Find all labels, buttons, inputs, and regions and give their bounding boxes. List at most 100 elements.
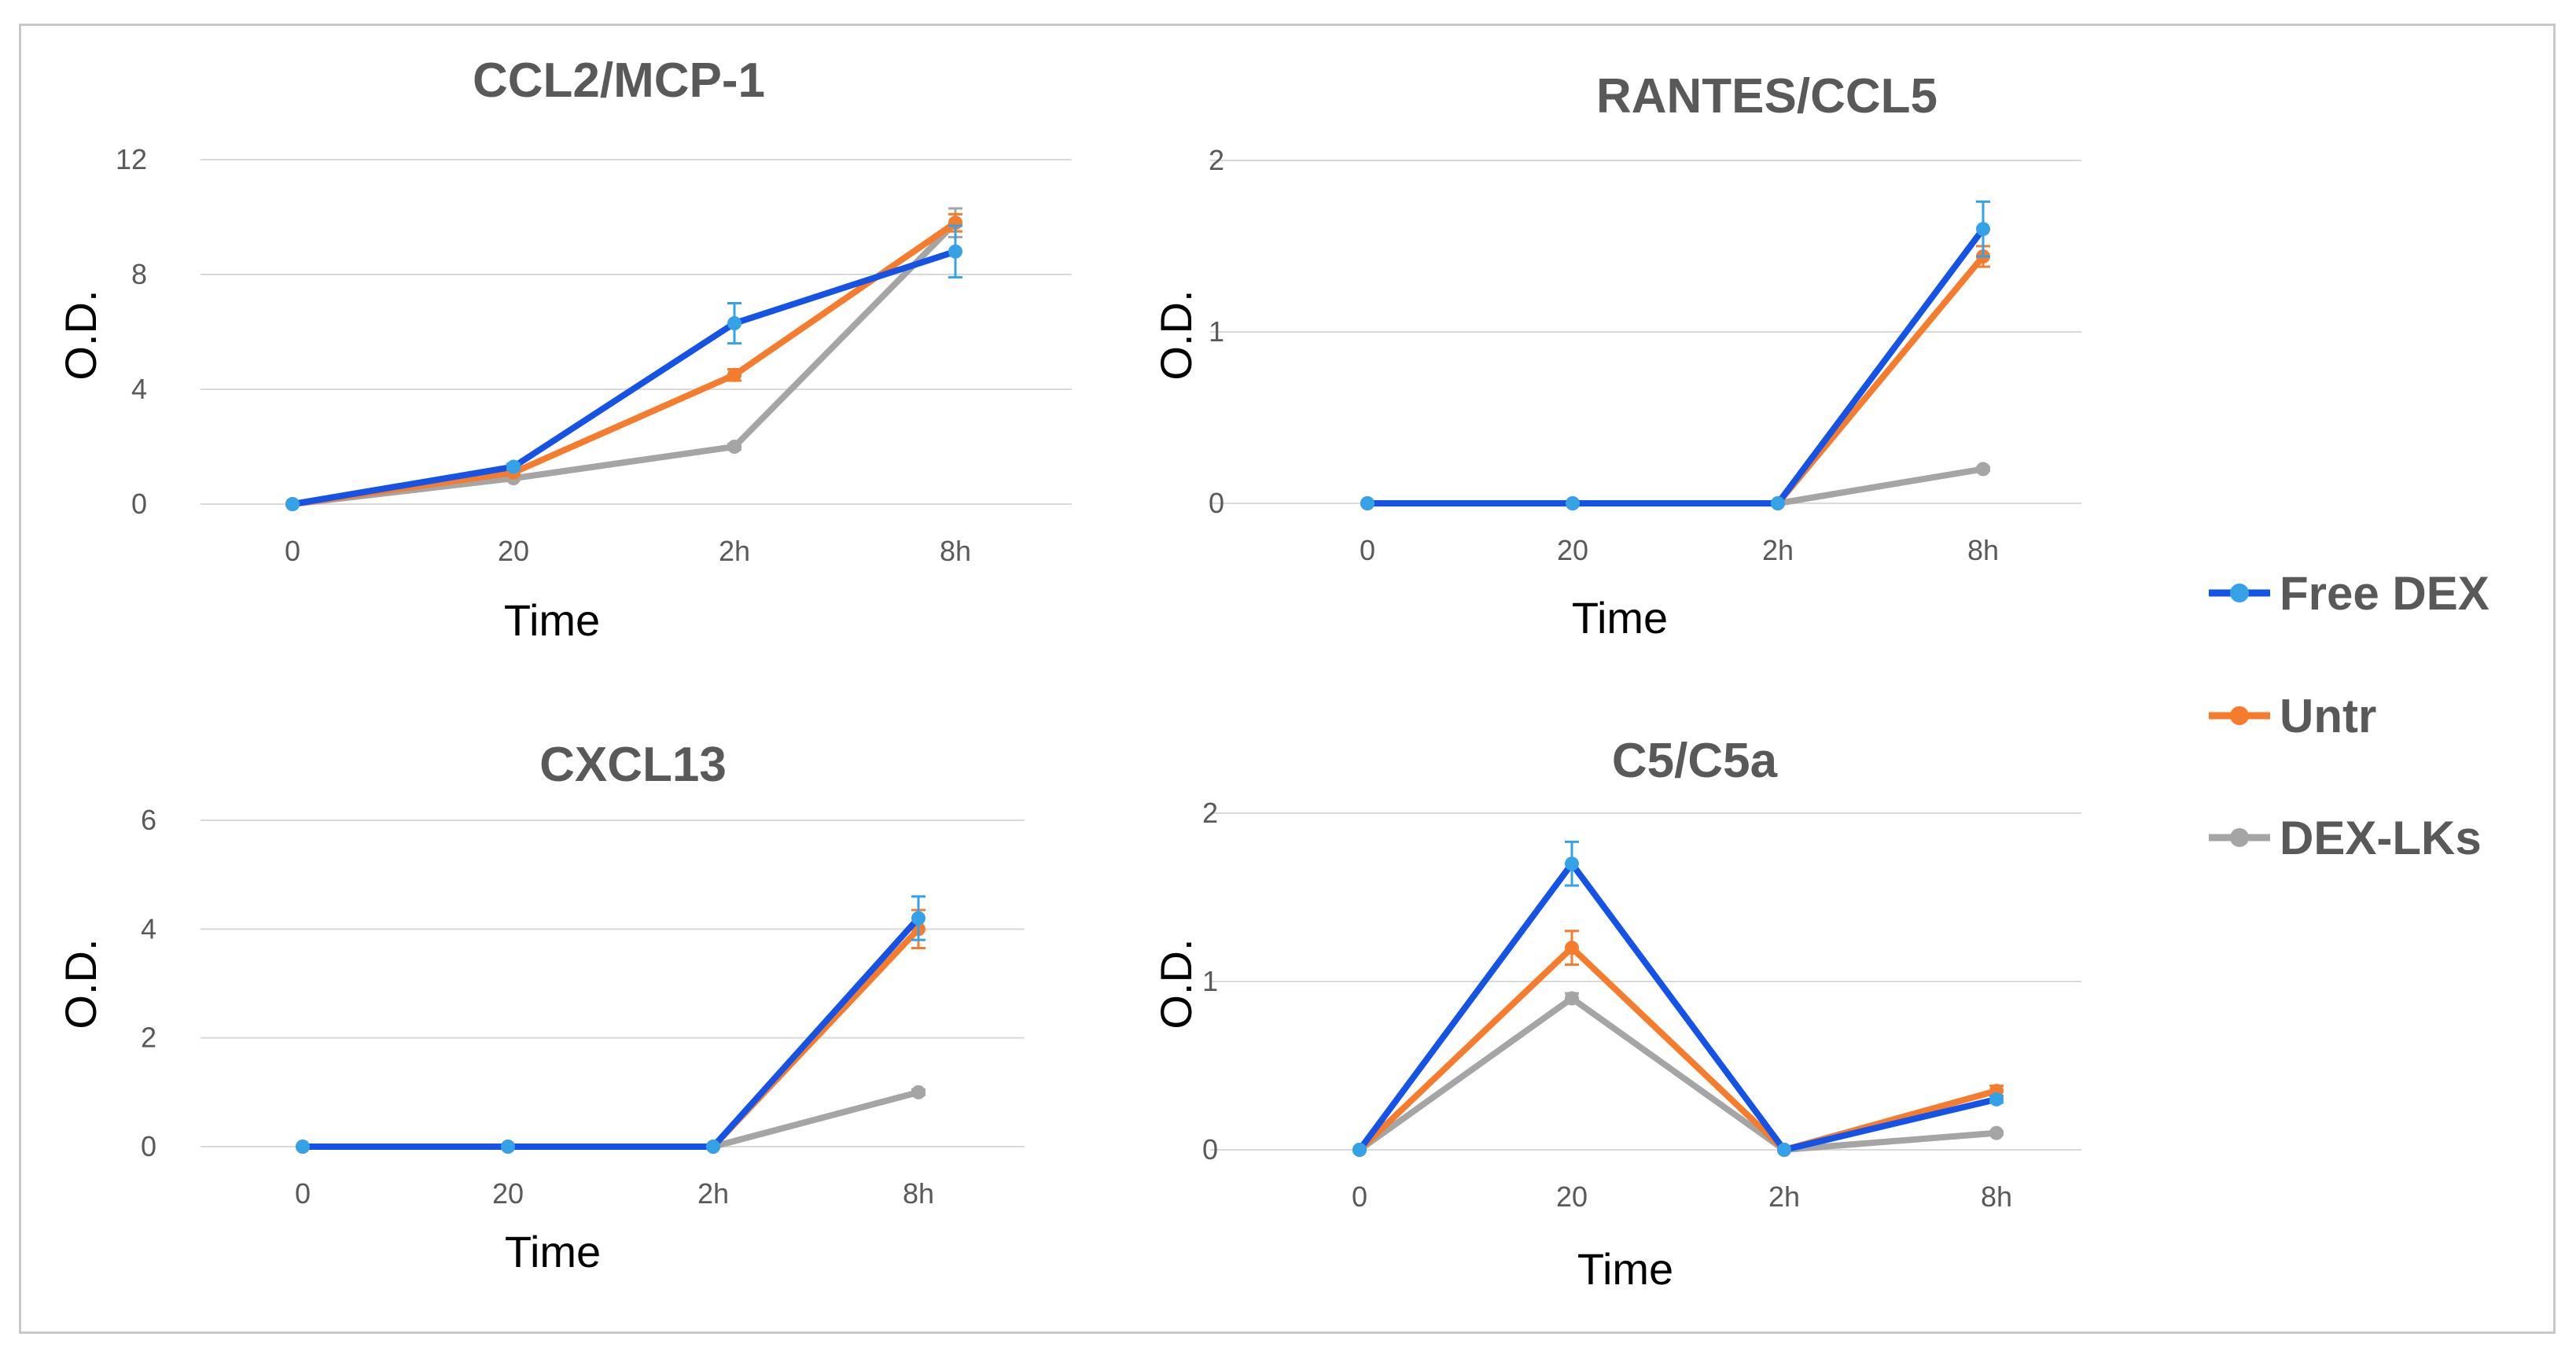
data-point xyxy=(727,316,742,331)
series-dex-lks xyxy=(285,207,962,511)
series-line xyxy=(1364,226,1986,506)
x-tick-label: 0 xyxy=(285,535,300,567)
y-tick-label: 0 xyxy=(1209,487,1224,519)
series-untr xyxy=(1360,245,1990,510)
legend-label: Free DEX xyxy=(2280,567,2490,620)
chart-title: RANTES/CCL5 xyxy=(1596,69,1938,123)
x-tick-label: 8h xyxy=(1967,534,1999,566)
x-axis-label: Time xyxy=(1577,1244,1673,1294)
data-point xyxy=(285,497,300,511)
y-tick-label: 1 xyxy=(1209,315,1224,348)
y-tick-label: 2 xyxy=(141,1022,156,1054)
data-point xyxy=(911,911,926,926)
legend-swatch-marker xyxy=(2230,706,2249,725)
y-tick-label: 2 xyxy=(1209,144,1224,176)
y-tick-label: 4 xyxy=(141,912,156,945)
data-point xyxy=(1565,856,1579,871)
x-tick-label: 0 xyxy=(1352,1180,1367,1213)
data-point xyxy=(727,367,742,382)
data-point xyxy=(948,244,962,259)
data-point xyxy=(1565,941,1579,956)
chart-title: CXCL13 xyxy=(539,738,727,792)
data-point xyxy=(1566,496,1580,510)
data-point xyxy=(1352,1143,1367,1157)
y-tick-label: 2 xyxy=(1202,797,1218,829)
series-free-dex xyxy=(285,224,962,511)
data-point xyxy=(727,440,742,454)
series-free-dex xyxy=(1360,200,1990,510)
x-tick-label: 20 xyxy=(1557,534,1588,566)
series-line xyxy=(1356,945,2000,1153)
x-tick-label: 0 xyxy=(1360,534,1375,566)
x-tick-label: 20 xyxy=(492,1177,524,1210)
series-line xyxy=(300,1088,922,1150)
data-point xyxy=(1989,1092,2004,1107)
y-tick-label: 12 xyxy=(116,143,147,175)
legend-item-free-dex: Free DEX xyxy=(2209,567,2490,620)
data-point xyxy=(1976,462,1990,477)
data-point xyxy=(296,1140,310,1154)
y-tick-label: 0 xyxy=(141,1130,156,1162)
x-tick-label: 8h xyxy=(940,535,971,567)
series-free-dex xyxy=(1352,840,2004,1157)
y-tick-label: 8 xyxy=(131,258,147,290)
legend-swatch-marker xyxy=(2230,828,2249,847)
x-tick-label: 20 xyxy=(498,535,529,567)
x-axis-label: Time xyxy=(504,595,600,645)
legend-label: DEX-LKs xyxy=(2280,812,2482,864)
data-point xyxy=(1976,222,1990,237)
series-line xyxy=(1356,995,2000,1153)
series-line xyxy=(289,219,959,507)
x-tick-label: 8h xyxy=(1981,1180,2012,1213)
series-dex-lks xyxy=(1352,991,2004,1157)
data-point xyxy=(706,1140,720,1154)
y-axis-label: O.D. xyxy=(1151,938,1201,1029)
y-tick-label: 6 xyxy=(141,804,156,836)
y-tick-label: 0 xyxy=(131,488,147,520)
data-point xyxy=(1989,1125,2004,1140)
series-free-dex xyxy=(296,895,926,1154)
legend-item-untr: Untr xyxy=(2209,690,2376,742)
chart-panel-3: CXCL13 0 2 4 6 0 20 2h 8h Time O.D. xyxy=(56,738,1025,1276)
y-tick-label: 1 xyxy=(1202,965,1218,997)
chart-panel-1: CCL2/MCP-1 0 4 8 12 0 20 2h 8h Time O.D. xyxy=(56,53,1072,645)
legend-swatch-marker xyxy=(2230,584,2249,602)
legend-label: Untr xyxy=(2280,690,2376,742)
x-tick-label: 0 xyxy=(295,1177,311,1210)
y-tick-label: 4 xyxy=(131,373,147,405)
y-axis-label: O.D. xyxy=(1151,289,1201,380)
series-dex-lks xyxy=(296,1085,926,1154)
data-point xyxy=(501,1140,515,1154)
data-point xyxy=(1777,1143,1791,1157)
data-point xyxy=(1565,991,1579,1006)
y-axis-label: O.D. xyxy=(56,938,105,1029)
legend-item-dex-lks: DEX-LKs xyxy=(2209,812,2482,864)
series-line xyxy=(300,915,922,1150)
x-tick-label: 2h xyxy=(697,1177,729,1210)
y-tick-label: 0 xyxy=(1202,1133,1218,1166)
chart-title: CCL2/MCP-1 xyxy=(473,53,765,108)
series-untr xyxy=(285,212,962,511)
x-tick-label: 2h xyxy=(1762,534,1794,566)
series-line xyxy=(1356,860,2000,1153)
figure-frame: CCL2/MCP-1 0 4 8 12 0 20 2h 8h Time O.D. RANTES/CCL… xyxy=(19,24,2556,1334)
x-axis-label: Time xyxy=(505,1227,601,1276)
legend: Free DEX Untr DEX-LKs xyxy=(2209,567,2490,864)
y-axis-label: O.D. xyxy=(56,289,105,380)
series-line xyxy=(289,248,959,507)
x-tick-label: 8h xyxy=(903,1177,934,1210)
series-line xyxy=(1364,253,1986,506)
x-tick-label: 2h xyxy=(1768,1180,1800,1213)
x-tick-label: 20 xyxy=(1556,1180,1588,1213)
data-point xyxy=(506,459,521,474)
data-point xyxy=(1360,496,1374,510)
x-tick-label: 2h xyxy=(719,535,750,567)
data-point xyxy=(911,1085,926,1099)
data-point xyxy=(1771,496,1785,510)
chart-title: C5/C5a xyxy=(1612,734,1778,788)
x-axis-label: Time xyxy=(1572,593,1668,643)
